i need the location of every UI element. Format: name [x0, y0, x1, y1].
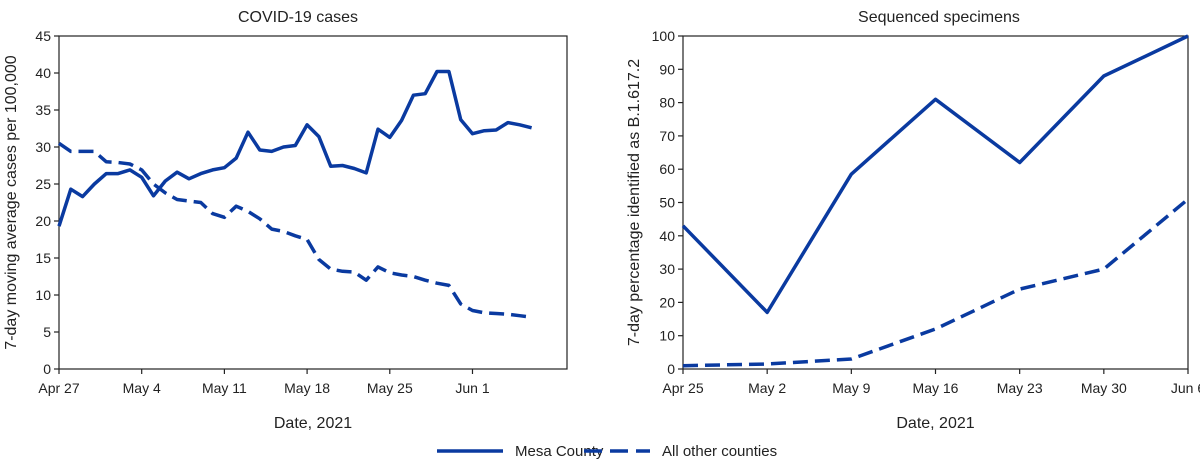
y-axis-label: 7-day percentage identified as B.1.617.2 [626, 59, 643, 346]
x-tick-label: May 11 [202, 380, 247, 396]
x-axis-label: Date, 2021 [274, 415, 352, 432]
x-tick-label: May 25 [367, 380, 413, 396]
x-tick-label: Apr 27 [38, 380, 79, 396]
series-line-mesa-county [57, 69, 533, 227]
chart-title: COVID-19 cases [238, 9, 358, 26]
y-tick-label: 30 [659, 261, 675, 277]
x-tick-label: May 23 [997, 380, 1043, 396]
y-tick-label: 20 [659, 294, 675, 310]
chart-title: Sequenced specimens [858, 9, 1020, 26]
series-line-all-other-counties [58, 141, 532, 319]
y-tick-label: 80 [659, 95, 675, 111]
y-tick-label: 25 [35, 176, 51, 192]
y-tick-label: 15 [35, 250, 51, 266]
x-tick-label: Jun 6 [1171, 380, 1200, 396]
series-line-mesa-county [681, 34, 1189, 315]
sequenced-specimens-chart: Sequenced specimens 0 10 20 30 40 50 60 70 80 90 10… [626, 9, 1200, 432]
y-tick-label: 50 [659, 195, 675, 211]
y-tick-label: 40 [659, 228, 675, 244]
y-tick-label: 70 [659, 128, 675, 144]
x-tick-label: May 18 [284, 380, 330, 396]
x-tick-label: May 2 [748, 380, 786, 396]
plot-frame [682, 35, 1189, 370]
x-tick-label: May 16 [913, 380, 959, 396]
y-tick-label: 10 [35, 287, 51, 303]
y-tick-label: 35 [35, 102, 51, 118]
x-tick-label: Jun 1 [455, 380, 489, 396]
x-axis-label: Date, 2021 [896, 415, 974, 432]
y-axis-label: 7-day moving average cases per 100,000 [3, 55, 20, 350]
y-tick-label: 45 [35, 28, 51, 44]
y-tick-label: 0 [43, 361, 51, 377]
legend: Mesa County All other counties [437, 443, 777, 460]
x-tick-label: May 4 [123, 380, 161, 396]
y-tick-label: 90 [659, 61, 675, 77]
series-line-all-other-counties [682, 197, 1190, 368]
plot-frame [58, 35, 568, 370]
y-tick-label: 100 [652, 28, 676, 44]
y-tick-label: 40 [35, 65, 51, 81]
x-tick-label: May 9 [832, 380, 870, 396]
covid-cases-chart: COVID-19 cases 0 5 10 15 20 25 30 35 40 45 Apr 27 Ma… [3, 9, 568, 432]
legend-label: Mesa County [515, 443, 604, 460]
y-tick-label: 0 [667, 361, 675, 377]
y-tick-label: 60 [659, 161, 675, 177]
y-tick-label: 5 [43, 324, 51, 340]
x-tick-label: Apr 25 [662, 380, 703, 396]
x-tick-label: May 30 [1081, 380, 1127, 396]
legend-label: All other counties [662, 443, 777, 460]
y-tick-label: 10 [659, 328, 675, 344]
y-tick-label: 30 [35, 139, 51, 155]
y-tick-label: 20 [35, 213, 51, 229]
